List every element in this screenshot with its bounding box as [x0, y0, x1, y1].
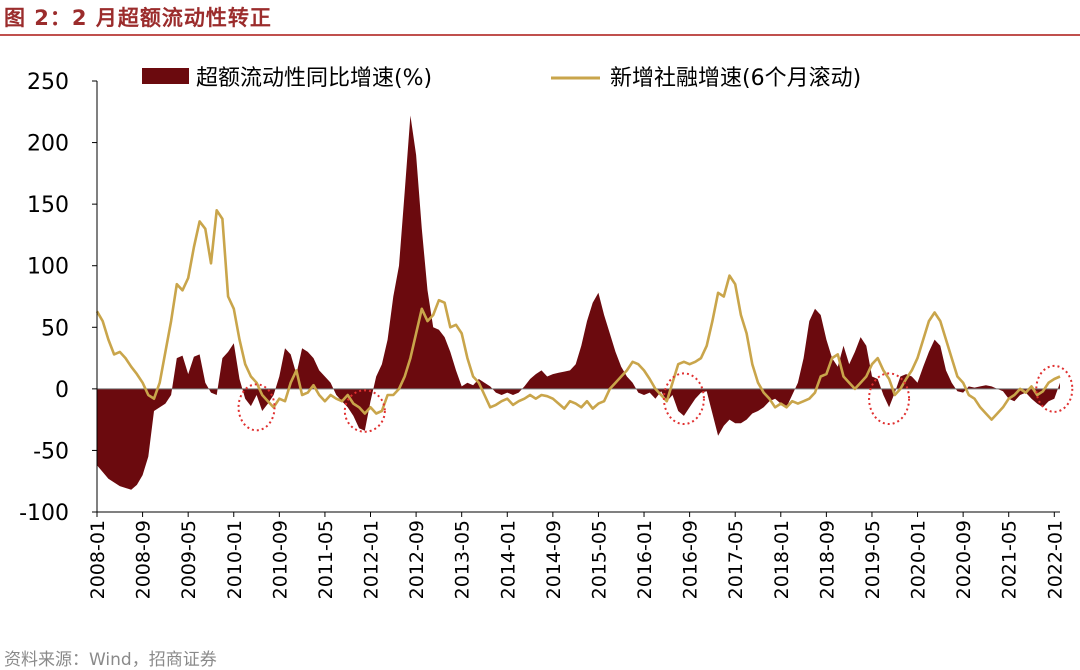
x-tick-label: 2012-09 — [406, 520, 428, 599]
legend-label-area: 超额流动性同比增速(%) — [196, 66, 432, 91]
figure-title: 图 2：2 月超额流动性转正 — [4, 6, 272, 30]
y-tick-label: 100 — [27, 255, 69, 280]
annotation-circle — [868, 372, 911, 426]
x-tick-label: 2009-05 — [178, 520, 200, 599]
legend-label-line: 新增社融增速(6个月滚动) — [610, 66, 861, 91]
x-tick-label: 2018-09 — [816, 520, 838, 599]
annotation-circle — [1035, 364, 1074, 413]
series-line-social-financing — [95, 209, 1061, 421]
x-tick-label: 2021-05 — [999, 520, 1021, 599]
x-tick-label: 2014-09 — [543, 520, 565, 599]
y-tick-label: 50 — [41, 316, 69, 341]
legend: 超额流动性同比增速(%) 新增社融增速(6个月滚动) — [142, 66, 861, 91]
x-tick-label: 2015-05 — [588, 520, 610, 599]
x-tick-label: 2011-05 — [315, 520, 337, 599]
x-tick-label: 2016-09 — [680, 520, 702, 599]
x-tick-label: 2022-01 — [1044, 520, 1066, 599]
x-tick-label: 2020-01 — [908, 520, 930, 599]
x-tick-label: 2016-01 — [634, 520, 656, 599]
y-tick-label: 200 — [27, 132, 69, 157]
plot-area: 250 200 150 100 50 0 -50 -100 2008-01 2008-09 2009… — [19, 70, 1074, 599]
x-tick-label: 2012-01 — [361, 520, 383, 599]
x-tick-label: 2010-09 — [269, 520, 291, 599]
y-tick-label: 150 — [27, 193, 69, 218]
annotation-circle — [237, 383, 276, 432]
x-tick-label: 2010-01 — [224, 520, 246, 599]
x-tick-label: 2008-09 — [133, 520, 155, 599]
x-tick-label: 2014-01 — [497, 520, 519, 599]
annotation-circle — [343, 389, 386, 433]
y-tick-label: -50 — [33, 439, 69, 464]
chart: 超额流动性同比增速(%) 新增社融增速(6个月滚动) 250 200 150 100 5… — [19, 66, 1074, 599]
x-tick-label: 2020-09 — [953, 520, 975, 599]
legend-swatch-area — [142, 68, 189, 84]
title-rule — [0, 34, 1080, 36]
y-tick-label: 250 — [27, 70, 69, 95]
source-note: 资料来源：Wind，招商证券 — [4, 650, 217, 670]
x-tick-label: 2017-05 — [725, 520, 747, 599]
y-tick-label: 0 — [55, 378, 69, 403]
x-tick-label: 2013-05 — [452, 520, 474, 599]
x-tick-label: 2018-01 — [771, 520, 793, 599]
annotation-circle — [662, 372, 705, 426]
series-area-excess-liquidity — [97, 115, 1060, 490]
x-tick-label: 2019-05 — [862, 520, 884, 599]
y-tick-label: -100 — [19, 501, 69, 526]
x-tick-label: 2008-01 — [87, 520, 109, 599]
